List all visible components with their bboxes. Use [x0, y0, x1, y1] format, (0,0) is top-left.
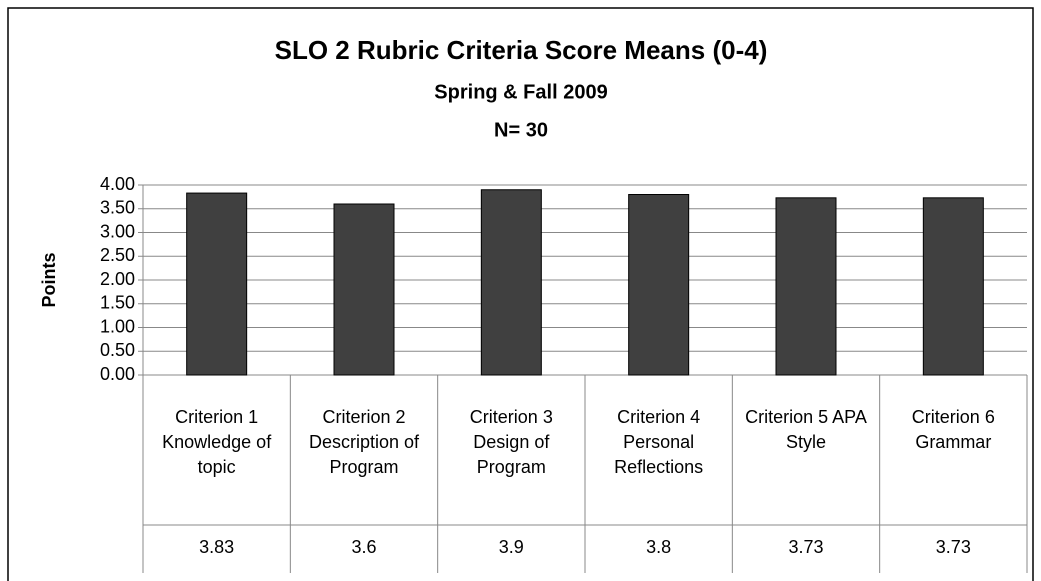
y-tick-label: 3.50 [100, 198, 135, 218]
x-tick-label: Criterion 3 Design of Program [469, 407, 553, 477]
y-tick-label: 3.00 [100, 221, 135, 241]
chart-annotation: N= 30 [494, 119, 548, 141]
data-table-value: 3.6 [351, 537, 377, 557]
y-tick-label: 1.50 [100, 293, 135, 313]
chart-subtitle: Spring & Fall 2009 [434, 81, 607, 103]
bar [922, 197, 984, 376]
y-axis-label: Points [39, 252, 59, 307]
chart-title: SLO 2 Rubric Criteria Score Means (0-4) [275, 35, 768, 65]
bar [333, 203, 395, 376]
y-tick-label: 0.00 [100, 364, 135, 384]
bar [480, 189, 542, 376]
y-tick-label: 1.00 [100, 316, 135, 336]
data-table-value: 3.73 [935, 537, 971, 557]
y-tick-label: 0.50 [100, 340, 135, 360]
bar [186, 192, 248, 376]
y-tick-label: 2.00 [100, 269, 135, 289]
y-tick-label: 4.00 [100, 174, 135, 194]
y-tick-label: 2.50 [100, 245, 135, 265]
x-tick-label: Criterion 5 APA Style [745, 407, 867, 452]
data-table-value: 3.83 [199, 537, 235, 557]
x-tick-label: Criterion 6 Grammar [911, 407, 995, 452]
chart-border [7, 7, 1034, 581]
x-tick-label: Criterion 1 Knowledge of topic [162, 407, 272, 477]
data-table-value: 3.8 [646, 537, 672, 557]
x-tick-label: Criterion 2 Description of Program [308, 407, 420, 477]
x-tick-label: Criterion 4 Personal Reflections [614, 407, 704, 477]
bar [775, 197, 837, 376]
data-table-value: 3.9 [498, 537, 524, 557]
data-table-value: 3.73 [788, 537, 824, 557]
bar [628, 194, 690, 376]
